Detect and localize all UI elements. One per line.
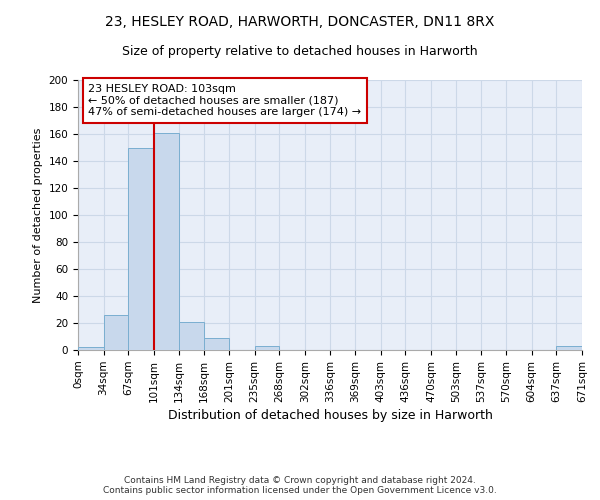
Bar xyxy=(179,322,204,350)
Bar xyxy=(78,348,104,350)
Y-axis label: Number of detached properties: Number of detached properties xyxy=(33,128,43,302)
Bar xyxy=(128,148,154,350)
Text: Size of property relative to detached houses in Harworth: Size of property relative to detached ho… xyxy=(122,45,478,58)
Text: 23 HESLEY ROAD: 103sqm
← 50% of detached houses are smaller (187)
47% of semi-de: 23 HESLEY ROAD: 103sqm ← 50% of detached… xyxy=(88,84,361,117)
Bar xyxy=(154,132,179,350)
Bar xyxy=(104,315,128,350)
Bar xyxy=(204,338,229,350)
Text: 23, HESLEY ROAD, HARWORTH, DONCASTER, DN11 8RX: 23, HESLEY ROAD, HARWORTH, DONCASTER, DN… xyxy=(106,15,494,29)
Bar xyxy=(254,346,279,350)
Text: Contains HM Land Registry data © Crown copyright and database right 2024.
Contai: Contains HM Land Registry data © Crown c… xyxy=(103,476,497,495)
X-axis label: Distribution of detached houses by size in Harworth: Distribution of detached houses by size … xyxy=(167,409,493,422)
Bar xyxy=(556,346,582,350)
